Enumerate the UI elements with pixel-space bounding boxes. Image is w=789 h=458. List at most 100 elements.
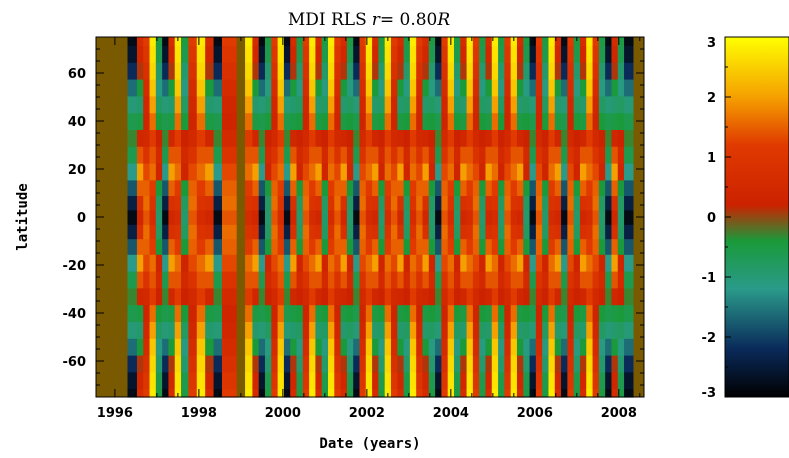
heatmap-cell <box>205 195 215 211</box>
heatmap-cell <box>315 388 323 398</box>
heatmap-cell <box>592 304 600 322</box>
heatmap-cell <box>168 112 176 130</box>
heatmap-cell <box>346 37 354 46</box>
heatmap-cell <box>365 321 373 339</box>
heatmap-cell <box>391 355 398 373</box>
heatmap-cell <box>283 238 291 255</box>
heatmap-cell <box>296 304 304 322</box>
heatmap-cell <box>196 146 206 164</box>
heatmap-cell <box>188 371 198 390</box>
heatmap-cell <box>143 224 151 240</box>
heatmap-cell <box>504 179 512 196</box>
heatmap-cell <box>605 238 613 255</box>
heatmap-cell <box>221 37 239 46</box>
heatmap-cell <box>498 321 505 339</box>
heatmap-cell <box>554 371 562 390</box>
heatmap-cell <box>592 209 600 225</box>
heatmap-cell <box>510 95 518 114</box>
heatmap-cell <box>485 355 493 373</box>
heatmap-cell <box>485 79 493 97</box>
heatmap-cell <box>168 45 176 63</box>
heatmap-cell <box>265 355 272 373</box>
heatmap-cell <box>491 321 499 339</box>
heatmap-cell <box>485 163 493 181</box>
heatmap-cell <box>548 146 556 164</box>
heatmap-cell <box>213 338 223 356</box>
heatmap-cell <box>409 209 417 225</box>
heatmap-cell <box>617 209 625 225</box>
heatmap-cell <box>485 371 493 390</box>
heatmap-cell <box>365 238 373 255</box>
heatmap-cell <box>586 79 594 97</box>
heatmap-cell <box>498 388 505 398</box>
heatmap-cell <box>567 112 575 130</box>
heatmap-cell <box>441 238 449 255</box>
heatmap-cell <box>624 95 635 114</box>
heatmap-cell <box>252 287 260 306</box>
heatmap-cell <box>252 45 260 63</box>
heatmap-cell <box>554 254 562 272</box>
heatmap-cell <box>359 321 367 339</box>
heatmap-cell <box>181 304 189 322</box>
heatmap-cell <box>479 238 487 255</box>
heatmap-cell <box>485 62 493 80</box>
heatmap-cell <box>252 371 260 390</box>
heatmap-cell <box>174 129 182 147</box>
heatmap-cell <box>485 254 493 272</box>
heatmap-cell <box>592 287 600 306</box>
heatmap-cell <box>453 321 461 339</box>
heatmap-cell <box>196 321 206 339</box>
heatmap-cell <box>523 254 531 272</box>
heatmap-cell <box>548 129 556 147</box>
heatmap-cell <box>149 271 157 289</box>
heatmap-cell <box>573 238 581 255</box>
heatmap-cell <box>535 224 543 240</box>
heatmap-cell <box>334 321 342 339</box>
heatmap-cell <box>143 129 151 147</box>
heatmap-cell <box>205 45 215 63</box>
heatmap-cell <box>321 146 329 164</box>
heatmap-cell <box>472 287 480 306</box>
heatmap-cell <box>523 355 531 373</box>
heatmap-cell <box>523 129 531 147</box>
heatmap-cell <box>205 238 215 255</box>
heatmap-cell <box>579 371 587 390</box>
heatmap-cell <box>149 224 157 240</box>
heatmap-cell <box>447 95 455 114</box>
heatmap-cell <box>479 254 487 272</box>
heatmap-cell <box>315 371 323 390</box>
heatmap-cell <box>346 254 354 272</box>
heatmap-cell <box>391 238 398 255</box>
heatmap-cell <box>573 304 581 322</box>
heatmap-cell <box>617 254 625 272</box>
heatmap-cell <box>491 129 499 147</box>
heatmap-cell <box>168 287 176 306</box>
heatmap-cell <box>598 254 606 272</box>
heatmap-cell <box>252 79 260 97</box>
heatmap-cell <box>460 179 468 196</box>
heatmap-cell <box>403 146 411 164</box>
heatmap-cell <box>435 338 442 356</box>
heatmap-cell <box>271 146 279 164</box>
heatmap-cell <box>460 355 468 373</box>
heatmap-cell <box>346 112 354 130</box>
heatmap-cell <box>353 321 361 339</box>
heatmap-cell <box>403 371 411 390</box>
heatmap-cell <box>181 271 189 289</box>
heatmap-cell <box>447 371 455 390</box>
heatmap-cell <box>611 321 619 339</box>
heatmap-cell <box>127 224 138 240</box>
heatmap-cell <box>592 224 600 240</box>
heatmap-cell <box>529 195 537 211</box>
heatmap-cell <box>567 37 575 46</box>
heatmap-cell <box>542 271 550 289</box>
heatmap-cell <box>196 224 206 240</box>
heatmap-cell <box>265 338 272 356</box>
heatmap-cell <box>460 371 468 390</box>
heatmap-cell <box>365 254 373 272</box>
heatmap-cell <box>542 338 550 356</box>
heatmap-cell <box>391 195 398 211</box>
heatmap-cell <box>188 287 198 306</box>
heatmap-cell <box>353 79 361 97</box>
heatmap-cell <box>378 95 386 114</box>
